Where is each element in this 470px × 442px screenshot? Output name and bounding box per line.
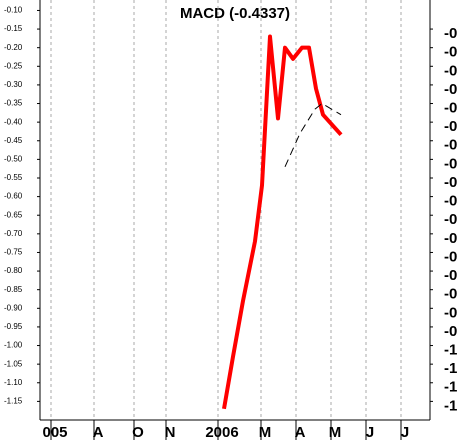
y2-tick-label: -0 bbox=[444, 137, 457, 154]
y-tick-label: -1.15 bbox=[4, 396, 23, 405]
y-tick-label: -1.10 bbox=[4, 378, 23, 387]
y-tick-label: -0.50 bbox=[4, 154, 23, 163]
x-tick-label: M bbox=[329, 424, 342, 441]
y-tick-label: -0.85 bbox=[4, 285, 23, 294]
y-tick-label: -0.15 bbox=[4, 24, 23, 33]
x-tick-label: J bbox=[366, 424, 374, 441]
x-tick-label: A bbox=[295, 424, 306, 441]
x-tick-label: J bbox=[401, 424, 409, 441]
y2-tick-label: -0 bbox=[444, 286, 457, 303]
x-tick-label: M bbox=[259, 424, 272, 441]
y2-tick-label: -0 bbox=[444, 81, 457, 98]
y2-tick-label: -0 bbox=[444, 174, 457, 191]
y2-tick-label: -0 bbox=[444, 25, 457, 42]
y2-tick-label: -0 bbox=[444, 323, 457, 340]
y-tick-label: -0.65 bbox=[4, 210, 23, 219]
y-tick-label: -0.75 bbox=[4, 248, 23, 257]
y-tick-label: -0.90 bbox=[4, 303, 23, 312]
x-tick-label: 2006 bbox=[205, 424, 238, 441]
y-tick-label: -0.20 bbox=[4, 43, 23, 52]
y2-tick-label: -0 bbox=[444, 230, 457, 247]
y2-tick-label: -0 bbox=[444, 211, 457, 228]
y-tick-label: -0.55 bbox=[4, 173, 23, 182]
y2-tick-label: -0 bbox=[444, 99, 457, 116]
y2-tick-label: -0 bbox=[444, 62, 457, 79]
y-tick-label: -0.45 bbox=[4, 136, 23, 145]
x-tick-label: A bbox=[93, 424, 104, 441]
series-line bbox=[284, 103, 342, 168]
series-line bbox=[222, 34, 343, 410]
y-tick-label: -0.10 bbox=[4, 6, 23, 15]
y2-tick-label: -0 bbox=[444, 155, 457, 172]
y-tick-label: -1.05 bbox=[4, 359, 23, 368]
x-tick-label: 005 bbox=[42, 424, 67, 441]
y2-tick-label: -0 bbox=[444, 304, 457, 321]
y-tick-label: -0.35 bbox=[4, 99, 23, 108]
y-tick-label: -0.40 bbox=[4, 117, 23, 126]
chart-title: MACD (-0.4337) bbox=[180, 5, 290, 22]
y2-tick-label: -1 bbox=[444, 360, 457, 377]
y2-tick-label: -0 bbox=[444, 248, 457, 265]
y-tick-label: -0.25 bbox=[4, 61, 23, 70]
x-tick-label: N bbox=[165, 424, 176, 441]
y2-tick-label: -1 bbox=[444, 342, 457, 359]
y-tick-label: -0.80 bbox=[4, 266, 23, 275]
y-tick-label: -0.30 bbox=[4, 80, 23, 89]
x-tick-label: O bbox=[132, 424, 144, 441]
y2-tick-label: -1 bbox=[444, 379, 457, 396]
y2-tick-label: -0 bbox=[444, 118, 457, 135]
y2-tick-label: -1 bbox=[444, 397, 457, 414]
y-tick-label: -0.95 bbox=[4, 322, 23, 331]
y2-tick-label: -0 bbox=[444, 267, 457, 284]
y-tick-label: -1.00 bbox=[4, 341, 23, 350]
y2-tick-label: -0 bbox=[444, 193, 457, 210]
y2-tick-label: -0 bbox=[444, 44, 457, 61]
y-tick-label: -0.70 bbox=[4, 229, 23, 238]
y-tick-label: -0.60 bbox=[4, 192, 23, 201]
